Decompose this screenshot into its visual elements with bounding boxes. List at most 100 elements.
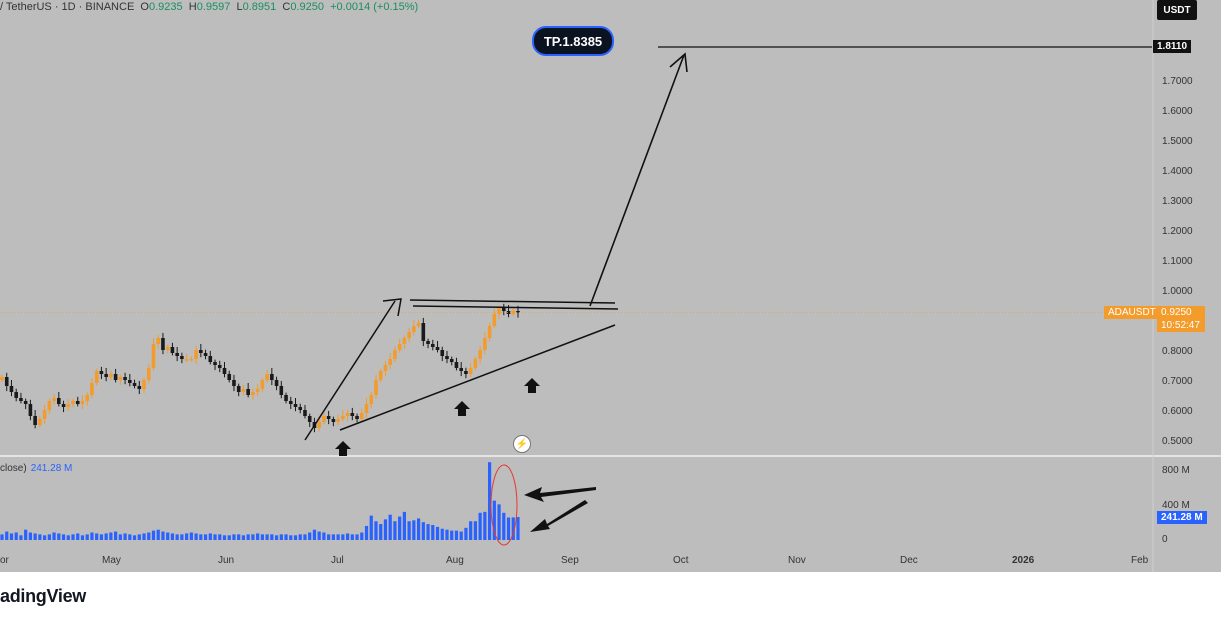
candle-body bbox=[426, 341, 430, 344]
candle-body bbox=[322, 416, 326, 422]
candle-body bbox=[445, 356, 449, 359]
candle-body bbox=[355, 416, 359, 419]
main-chart-svg[interactable]: 0.50000.60000.70000.80000.90001.00001.10… bbox=[0, 0, 1221, 572]
candle-body bbox=[412, 326, 416, 332]
candle-body bbox=[75, 401, 80, 404]
high-value: 0.9597 bbox=[196, 1, 231, 13]
volume-bar bbox=[76, 533, 80, 540]
volume-bar bbox=[506, 517, 511, 540]
candle-body bbox=[113, 374, 118, 380]
volume-bar bbox=[317, 531, 321, 540]
candle-body bbox=[378, 371, 383, 380]
volume-bar bbox=[147, 532, 151, 540]
candle-body bbox=[189, 359, 194, 361]
candle-body bbox=[341, 416, 345, 419]
candle-body bbox=[232, 380, 236, 386]
target-arrowhead bbox=[669, 52, 688, 73]
x-tick-label: Nov bbox=[788, 555, 806, 566]
volume-bar bbox=[61, 534, 66, 540]
candle-body bbox=[151, 344, 156, 368]
volume-bar bbox=[246, 534, 250, 540]
time-axis[interactable]: or May Jun Jul Aug Sep Oct Nov Dec 2026 Feb bbox=[0, 555, 1149, 566]
target-price-tag: 1.8110 bbox=[1153, 40, 1192, 53]
volume-tick-label: 0 bbox=[1162, 534, 1168, 545]
volume-bar bbox=[345, 533, 350, 540]
volume-bar bbox=[497, 504, 501, 540]
volume-bar bbox=[227, 535, 231, 540]
volume-bar bbox=[151, 530, 156, 540]
volume-header: close) 241.28 M bbox=[0, 463, 72, 474]
candle-body bbox=[184, 359, 189, 361]
drawing-annotations[interactable] bbox=[0, 0, 1154, 572]
candle-body bbox=[454, 362, 459, 368]
up-marker-icon bbox=[335, 441, 351, 456]
volume-bar bbox=[241, 535, 246, 540]
volume-pointer-arrow bbox=[524, 487, 596, 502]
impulse-line bbox=[304, 300, 396, 441]
candle-body bbox=[61, 404, 66, 407]
volume-bar bbox=[256, 533, 260, 540]
volume-bar bbox=[80, 535, 85, 540]
chart-area[interactable]: 0.50000.60000.70000.80000.90001.00001.10… bbox=[0, 0, 1221, 572]
candle-body bbox=[516, 311, 520, 313]
currency-badge[interactable]: USDT bbox=[1157, 0, 1197, 20]
candle-body bbox=[42, 410, 47, 419]
volume-bar bbox=[336, 534, 340, 540]
high-label: H bbox=[188, 1, 197, 13]
tp-badge[interactable]: TP.1.8385 bbox=[532, 26, 614, 56]
volume-tick-label: 400 M bbox=[1162, 500, 1190, 511]
volume-bar bbox=[99, 534, 104, 540]
volume-bar bbox=[360, 532, 364, 540]
candle-body bbox=[483, 338, 487, 350]
volume-bar bbox=[431, 525, 435, 540]
volume-bar bbox=[426, 524, 430, 540]
candle-body bbox=[19, 398, 23, 401]
volume-bar bbox=[19, 535, 23, 540]
lightning-icon[interactable]: ⚡ bbox=[513, 435, 531, 453]
up-marker-icon bbox=[454, 401, 470, 416]
candle-body bbox=[293, 404, 298, 407]
volume-bar bbox=[303, 534, 307, 540]
candle-body bbox=[128, 380, 132, 383]
candle-body bbox=[52, 398, 56, 401]
volume-bar bbox=[369, 515, 373, 540]
volume-bar bbox=[298, 534, 302, 540]
candle-body bbox=[416, 323, 421, 326]
y-tick-label: 1.2000 bbox=[1162, 226, 1193, 237]
x-tick-label: Feb bbox=[1131, 555, 1149, 566]
candle-body bbox=[506, 311, 511, 314]
volume-bar bbox=[166, 532, 170, 540]
candle-body bbox=[421, 323, 426, 341]
volume-bar bbox=[142, 533, 146, 540]
y-tick-label: 1.1000 bbox=[1162, 256, 1193, 267]
low-label: L bbox=[236, 1, 243, 13]
x-tick-label: Jun bbox=[218, 555, 234, 566]
candle-body bbox=[80, 401, 85, 404]
volume-bar bbox=[43, 535, 47, 540]
candle-body bbox=[203, 353, 208, 356]
candle-body bbox=[326, 416, 331, 419]
candle-body bbox=[99, 371, 104, 374]
volume-bar bbox=[464, 527, 468, 540]
volume-bar bbox=[374, 521, 378, 540]
price-axis[interactable]: 0.50000.60000.70000.80000.90001.00001.10… bbox=[1162, 76, 1193, 447]
candle-body bbox=[492, 314, 497, 326]
volume-pointer-arrow bbox=[530, 500, 588, 532]
volume-bar bbox=[407, 521, 411, 540]
candle-body bbox=[180, 356, 184, 359]
candle-body bbox=[109, 374, 113, 377]
volume-tick-label: 800 M bbox=[1162, 465, 1190, 476]
candle-body bbox=[38, 419, 42, 425]
target-arrow-line bbox=[589, 54, 685, 307]
candle-body bbox=[345, 413, 350, 416]
candle-body bbox=[468, 368, 473, 374]
brand-logo-text: adingView bbox=[0, 586, 86, 606]
candle-body bbox=[47, 401, 52, 410]
volume-bar bbox=[237, 534, 241, 540]
candle-body bbox=[298, 407, 303, 410]
candle-body bbox=[104, 374, 108, 377]
candle-body bbox=[260, 380, 265, 389]
candle-body bbox=[85, 395, 90, 401]
y-tick-label: 0.8000 bbox=[1162, 346, 1193, 357]
candle-body bbox=[473, 359, 478, 368]
